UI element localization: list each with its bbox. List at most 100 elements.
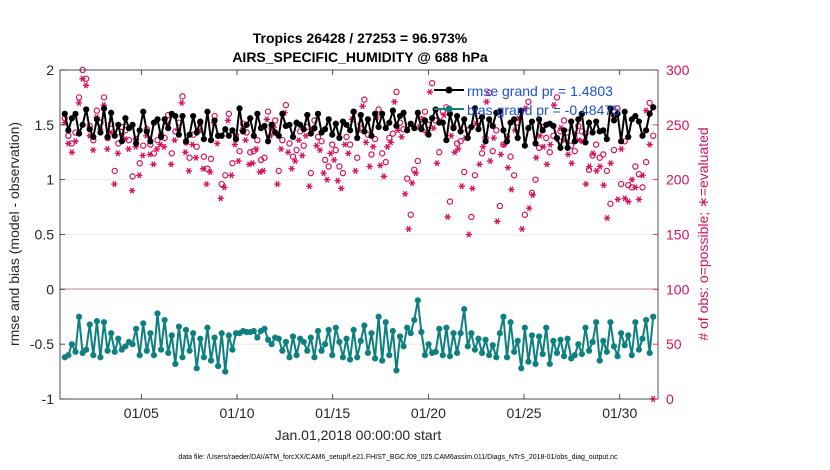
rmse-point	[307, 130, 314, 137]
bias-point	[68, 341, 76, 348]
bias-point	[168, 332, 175, 339]
rmse-point	[322, 126, 329, 133]
obs-evaluated-point	[444, 213, 451, 221]
asterisk-stroke	[541, 143, 546, 150]
obs-evaluated-point	[603, 214, 611, 222]
bias-point	[282, 338, 289, 346]
obs-evaluated-point	[440, 111, 448, 119]
legend-rmse-label: rmse grand pr = 1.4803	[467, 83, 613, 99]
rmse-point	[614, 110, 621, 117]
rmse-point	[264, 138, 272, 145]
obs-evaluated-point	[550, 101, 558, 109]
bias-point	[354, 354, 361, 361]
obs-evaluated-point	[607, 160, 614, 167]
obs-possible-point	[532, 176, 539, 183]
bias-point	[279, 347, 286, 354]
rmse-point	[343, 121, 350, 128]
rmse-point	[521, 142, 528, 149]
y2-tick-label: 250	[666, 117, 690, 133]
y-axis-ticks: -1 -0.5 0 0.5 1 1.5 2	[30, 62, 65, 407]
obs-possible-point	[553, 94, 561, 101]
asterisk-stroke	[200, 165, 206, 172]
rmse-point	[585, 119, 593, 126]
obs-possible-point	[300, 142, 307, 149]
obs-possible-point	[571, 147, 578, 155]
bias-point	[539, 350, 546, 358]
asterisk-stroke	[434, 160, 440, 167]
bias-series	[61, 297, 657, 375]
obs-evaluated-point	[564, 151, 572, 158]
rmse-point	[200, 135, 207, 143]
bias-point	[453, 349, 461, 357]
rmse-point	[211, 117, 218, 124]
x-tick-label: 01/10	[219, 405, 254, 421]
obs-evaluated-point	[522, 105, 529, 112]
obs-evaluated-point	[359, 103, 366, 110]
rmse-series	[61, 104, 657, 152]
bias-point	[564, 335, 571, 342]
rmse-point	[250, 132, 257, 139]
bias-point	[318, 347, 325, 354]
rmse-point	[129, 121, 136, 128]
rmse-point	[268, 121, 275, 128]
obs-possible-point	[421, 108, 429, 115]
rmse-point	[136, 127, 143, 134]
obs-possible-point	[307, 169, 315, 177]
asterisk-stroke	[597, 163, 603, 170]
asterisk-stroke	[183, 149, 188, 156]
obs-evaluated-point	[352, 167, 359, 175]
obs-possible-point	[650, 132, 657, 139]
rmse-point	[475, 126, 482, 133]
bias-point	[610, 343, 618, 350]
y-tick-label: 1	[46, 172, 54, 188]
bias-point	[446, 353, 454, 360]
rmse-point	[65, 127, 72, 134]
rmse-point	[75, 130, 83, 137]
rmse-point	[379, 110, 386, 117]
rmse-point	[108, 109, 115, 116]
asterisk-stroke	[158, 141, 163, 148]
obs-evaluated-point	[391, 98, 398, 105]
bias-point	[635, 346, 643, 353]
bias-point	[389, 327, 396, 335]
obs-evaluated-point	[362, 139, 370, 146]
rmse-point	[532, 140, 539, 147]
obs-evaluated-point	[639, 172, 646, 179]
asterisk-stroke	[431, 125, 436, 132]
asterisk-stroke	[204, 180, 209, 188]
obs-possible-point	[325, 163, 332, 170]
rmse-point	[225, 132, 232, 139]
rmse-point	[190, 112, 197, 120]
rmse-point	[528, 118, 536, 125]
legend-bias-label: bias grand pr = -0.48475	[467, 102, 620, 118]
asterisk-stroke	[459, 183, 464, 190]
bias-point	[350, 326, 357, 334]
bias-point	[400, 343, 407, 350]
rmse-point	[232, 135, 240, 143]
legend-rmse-marker	[445, 86, 453, 94]
obs-evaluated-point	[486, 157, 494, 165]
asterisk-stroke	[346, 150, 351, 157]
rmse-point	[68, 115, 76, 122]
bias-point	[518, 365, 525, 372]
asterisk-stroke	[66, 140, 71, 147]
bias-point	[83, 346, 90, 353]
asterisk-stroke	[548, 141, 553, 148]
obs-evaluated-point	[635, 196, 643, 203]
bias-point	[503, 354, 511, 361]
obs-possible-point	[343, 133, 350, 141]
asterisk-stroke	[222, 184, 227, 191]
bias-point	[300, 338, 307, 346]
bias-point	[650, 313, 657, 320]
bias-point	[325, 326, 332, 334]
asterisk-stroke	[427, 88, 433, 96]
obs-evaluated-point	[618, 145, 625, 153]
bias-point	[264, 336, 272, 343]
obs-evaluated-point	[369, 143, 377, 150]
rmse-point	[61, 110, 68, 117]
bias-point	[646, 349, 653, 357]
obs-evaluated-point	[235, 157, 242, 165]
asterisk-stroke	[530, 191, 535, 199]
obs-evaluated-point	[171, 137, 178, 144]
bias-point	[528, 332, 536, 339]
